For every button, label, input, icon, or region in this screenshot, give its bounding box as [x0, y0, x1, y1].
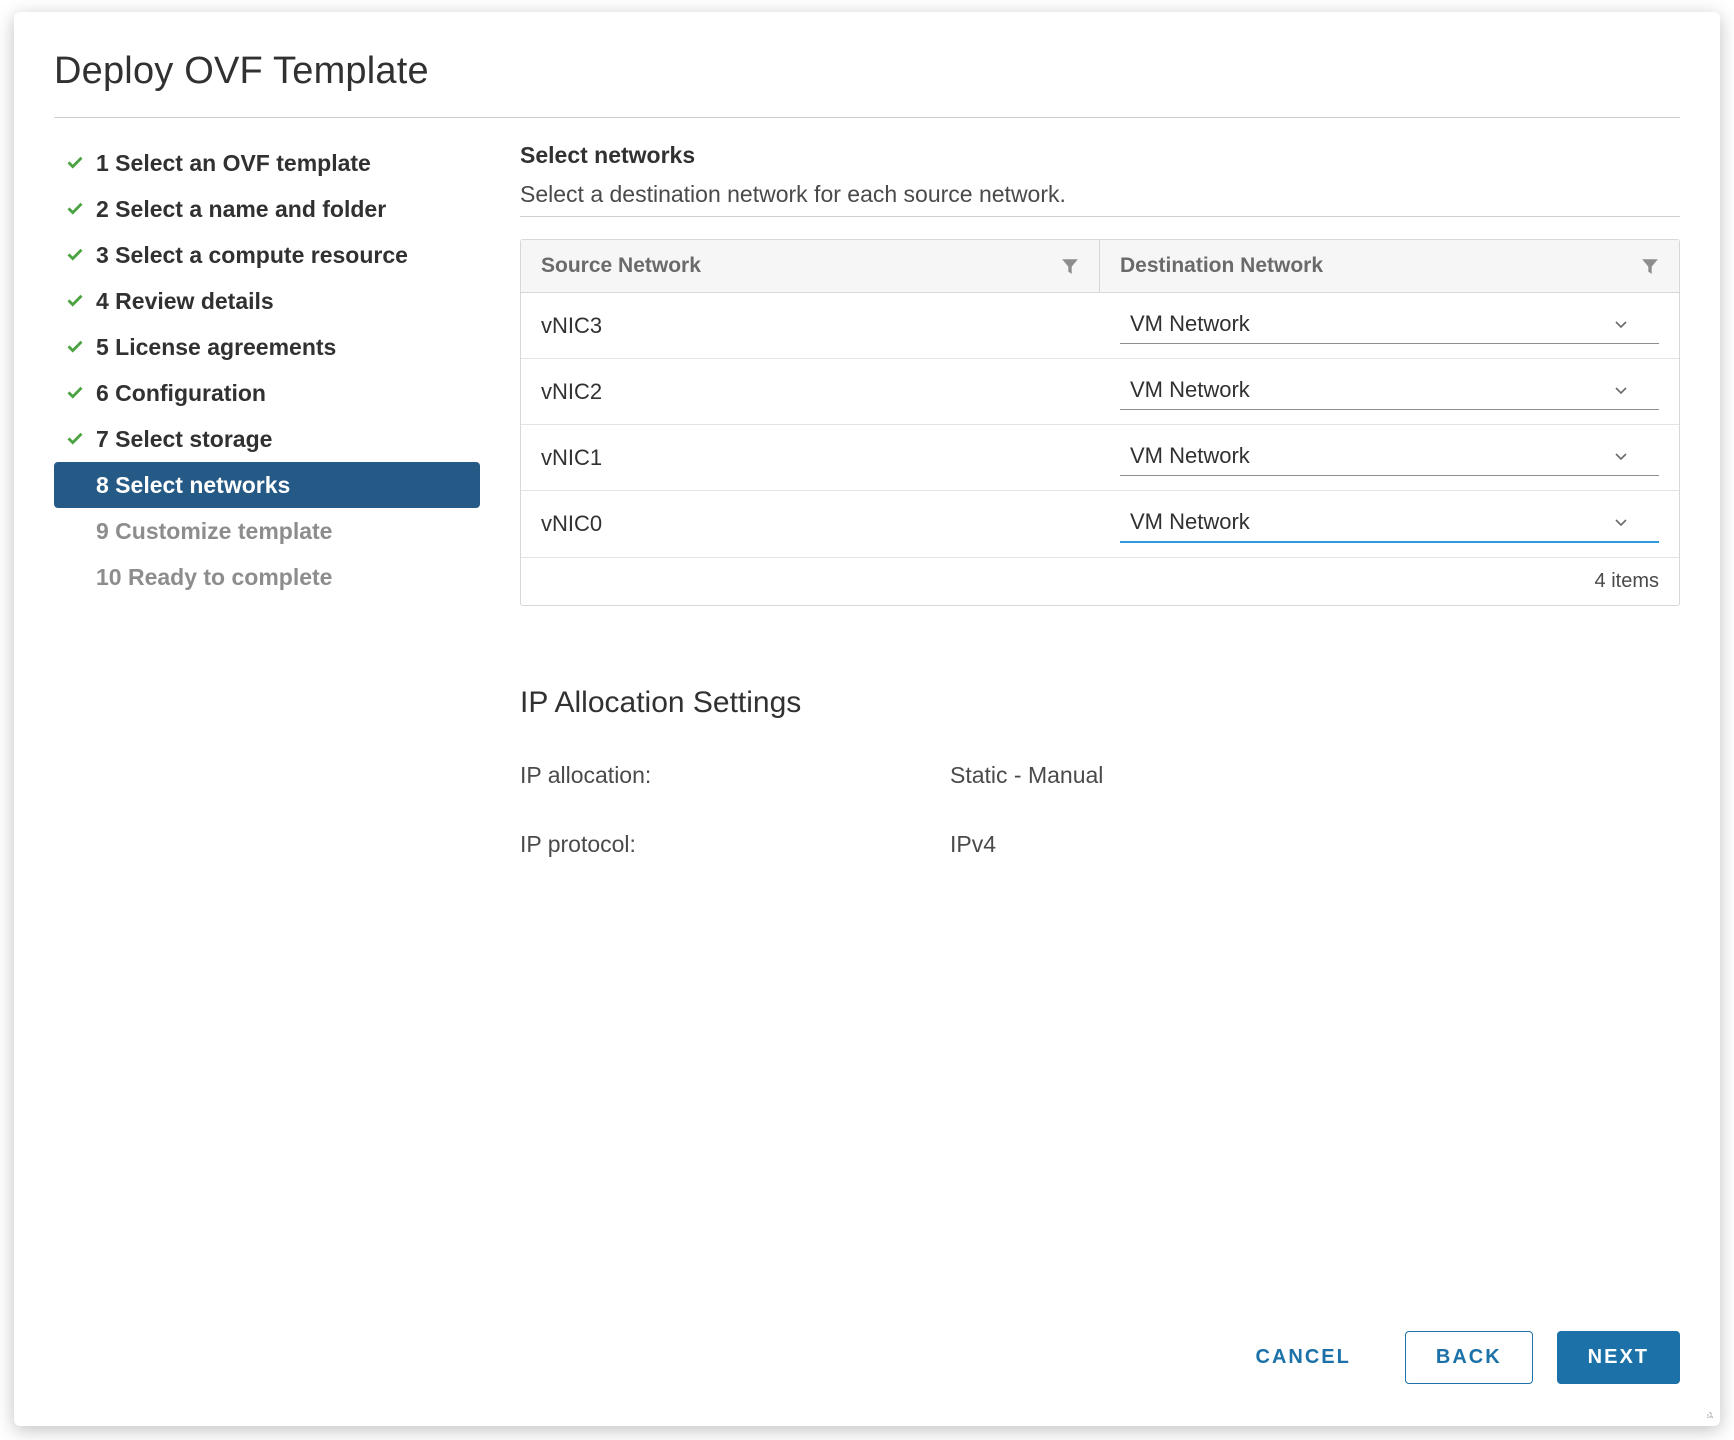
ip-protocol-row: IP protocol: IPv4: [520, 831, 1680, 858]
dialog-header: Deploy OVF Template: [14, 12, 1720, 107]
wizard-step-8[interactable]: 8 Select networks: [54, 462, 480, 508]
wizard-step-2[interactable]: 2 Select a name and folder: [54, 186, 480, 232]
ip-protocol-label: IP protocol:: [520, 831, 950, 858]
source-network-cell: vNIC1: [521, 425, 1100, 490]
source-network-cell: vNIC2: [521, 359, 1100, 424]
check-icon: [64, 382, 86, 404]
source-network-value: vNIC2: [541, 379, 602, 405]
column-header-source: Source Network: [521, 240, 1100, 292]
wizard-step-6[interactable]: 6 Configuration: [54, 370, 480, 416]
wizard-step-1[interactable]: 1 Select an OVF template: [54, 140, 480, 186]
table-footer: 4 items: [521, 558, 1679, 605]
source-network-cell: vNIC0: [521, 491, 1100, 557]
filter-icon[interactable]: [1641, 257, 1659, 275]
ip-allocation-value: Static - Manual: [950, 762, 1103, 789]
step-label: 6 Configuration: [96, 380, 266, 407]
step-label: 3 Select a compute resource: [96, 242, 408, 269]
networks-table: Source Network Destination Network vNIC3…: [520, 239, 1680, 606]
check-icon: [64, 290, 86, 312]
destination-network-dropdown[interactable]: VM Network: [1120, 307, 1659, 344]
column-header-label: Source Network: [541, 254, 701, 278]
source-network-cell: vNIC3: [521, 293, 1100, 358]
ip-allocation-label: IP allocation:: [520, 762, 950, 789]
check-icon: [64, 244, 86, 266]
content-pane: Select networks Select a destination net…: [480, 140, 1680, 1303]
chevron-down-icon: [1613, 514, 1629, 530]
step-label: 7 Select storage: [96, 426, 272, 453]
wizard-step-5[interactable]: 5 License agreements: [54, 324, 480, 370]
ip-allocation-row: IP allocation: Static - Manual: [520, 762, 1680, 789]
divider: [520, 216, 1680, 217]
column-header-destination: Destination Network: [1100, 240, 1679, 292]
step-label: 2 Select a name and folder: [96, 196, 386, 223]
source-network-value: vNIC0: [541, 511, 602, 537]
ip-allocation-heading: IP Allocation Settings: [520, 686, 1680, 720]
step-label: 8 Select networks: [64, 472, 290, 499]
dialog-title: Deploy OVF Template: [54, 50, 1680, 93]
destination-network-cell: VM Network: [1100, 491, 1679, 557]
check-icon: [64, 336, 86, 358]
chevron-down-icon: [1613, 448, 1629, 464]
dialog-footer: CANCEL BACK NEXT: [14, 1303, 1720, 1426]
step-label: 1 Select an OVF template: [96, 150, 371, 177]
wizard-step-9: 9 Customize template: [54, 508, 480, 554]
filter-icon[interactable]: [1061, 257, 1079, 275]
dropdown-value: VM Network: [1130, 377, 1250, 403]
dropdown-value: VM Network: [1130, 311, 1250, 337]
check-icon: [64, 428, 86, 450]
table-row: vNIC1 VM Network: [521, 425, 1679, 491]
wizard-step-4[interactable]: 4 Review details: [54, 278, 480, 324]
column-header-label: Destination Network: [1120, 254, 1323, 278]
check-icon: [64, 198, 86, 220]
step-label: 5 License agreements: [96, 334, 336, 361]
table-header: Source Network Destination Network: [521, 240, 1679, 293]
wizard-step-7[interactable]: 7 Select storage: [54, 416, 480, 462]
resize-handle-icon[interactable]: [1696, 1402, 1714, 1420]
ip-protocol-value: IPv4: [950, 831, 996, 858]
table-row: vNIC3 VM Network: [521, 293, 1679, 359]
destination-network-cell: VM Network: [1100, 425, 1679, 490]
chevron-down-icon: [1613, 316, 1629, 332]
destination-network-dropdown[interactable]: VM Network: [1120, 373, 1659, 410]
source-network-value: vNIC3: [541, 313, 602, 339]
dropdown-value: VM Network: [1130, 509, 1250, 535]
item-count-label: 4 items: [1595, 570, 1659, 592]
check-icon: [64, 152, 86, 174]
destination-network-cell: VM Network: [1100, 293, 1679, 358]
dialog-body: 1 Select an OVF template 2 Select a name …: [14, 118, 1720, 1303]
deploy-ovf-dialog: Deploy OVF Template 1 Select an OVF temp…: [14, 12, 1720, 1426]
section-title: Select networks: [520, 142, 1680, 169]
wizard-step-3[interactable]: 3 Select a compute resource: [54, 232, 480, 278]
destination-network-dropdown[interactable]: VM Network: [1120, 505, 1659, 543]
chevron-down-icon: [1613, 382, 1629, 398]
back-button[interactable]: BACK: [1405, 1331, 1533, 1384]
step-label: 10 Ready to complete: [64, 564, 332, 591]
wizard-step-10: 10 Ready to complete: [54, 554, 480, 600]
destination-network-dropdown[interactable]: VM Network: [1120, 439, 1659, 476]
step-label: 4 Review details: [96, 288, 274, 315]
next-button[interactable]: NEXT: [1557, 1331, 1680, 1384]
dropdown-value: VM Network: [1130, 443, 1250, 469]
table-row: vNIC2 VM Network: [521, 359, 1679, 425]
section-description: Select a destination network for each so…: [520, 181, 1680, 208]
wizard-steps: 1 Select an OVF template 2 Select a name …: [54, 140, 480, 1303]
source-network-value: vNIC1: [541, 445, 602, 471]
step-label: 9 Customize template: [64, 518, 332, 545]
cancel-button[interactable]: CANCEL: [1226, 1332, 1381, 1383]
destination-network-cell: VM Network: [1100, 359, 1679, 424]
table-row: vNIC0 VM Network: [521, 491, 1679, 558]
